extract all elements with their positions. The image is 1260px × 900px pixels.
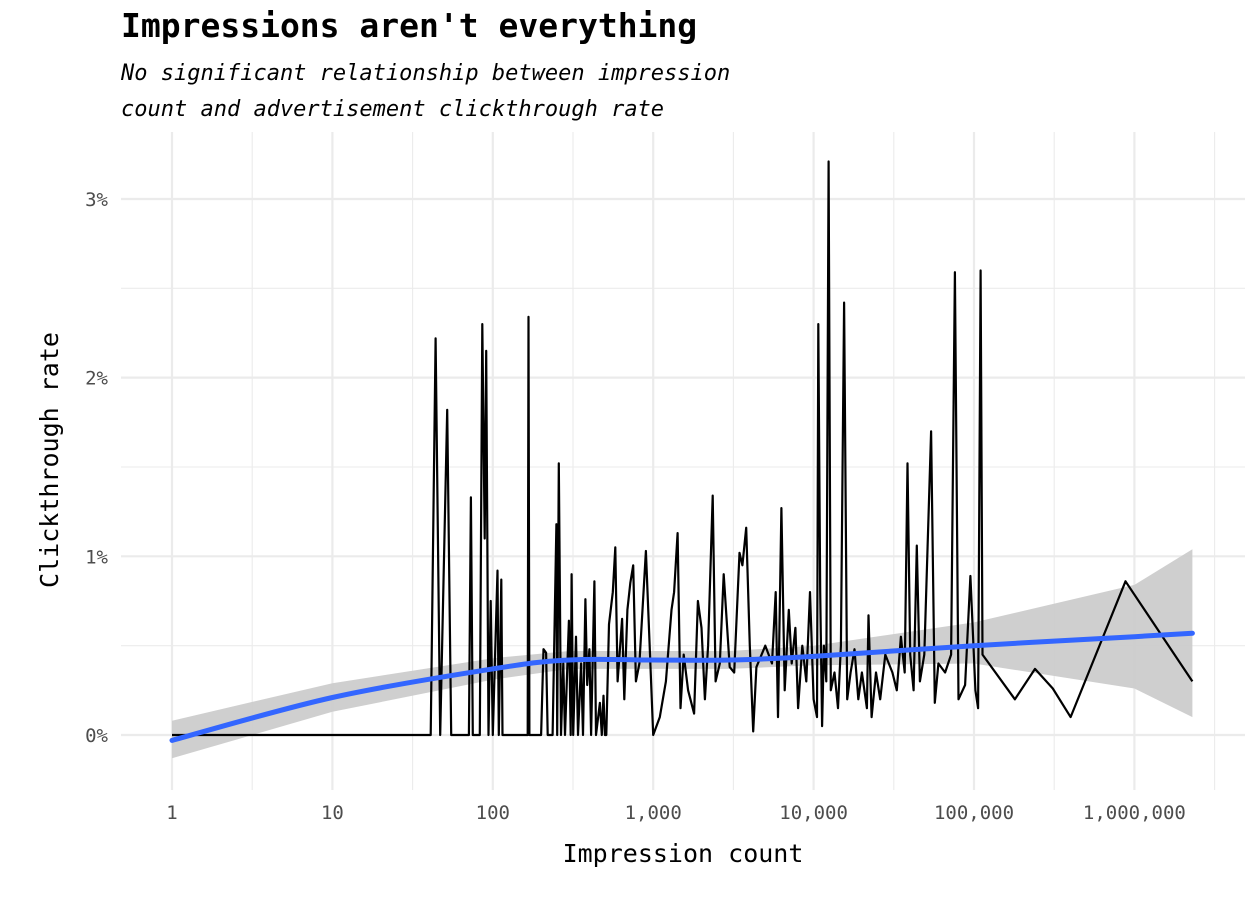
x-tick-label: 10 [321,802,344,824]
grid-lines [121,132,1245,790]
confidence-band-layer [172,549,1193,759]
chart-subtitle: No significant relationship between impr… [121,56,730,128]
smooth-trend-line [169,630,1195,743]
x-axis-ticks: 1 10 100 1,000 10,000 100,000 1,000,000 [166,802,1186,824]
y-tick-label: 1% [85,546,108,568]
y-axis-ticks: 0% 1% 2% 3% [85,189,108,747]
y-tick-label: 0% [85,725,108,747]
raw-clickthrough-line [172,160,1194,737]
y-tick-label: 3% [85,189,108,211]
x-tick-label: 100,000 [934,802,1014,824]
raw-series-layer [172,160,1194,737]
y-tick-label: 2% [85,368,108,390]
subtitle-line-2: count and advertisement clickthrough rat… [121,97,665,122]
confidence-band [172,549,1193,759]
x-tick-label: 1 [166,802,177,824]
x-tick-label: 1,000,000 [1083,802,1186,824]
y-axis-title: Clickthrough rate [35,332,64,588]
smooth-series-layer [169,630,1195,743]
chart-title: Impressions aren't everything [121,6,698,45]
x-tick-label: 1,000 [625,802,682,824]
x-tick-label: 10,000 [779,802,848,824]
x-axis-title: Impression count [563,839,804,868]
x-tick-label: 100 [476,802,510,824]
subtitle-line-1: No significant relationship between impr… [121,61,731,86]
